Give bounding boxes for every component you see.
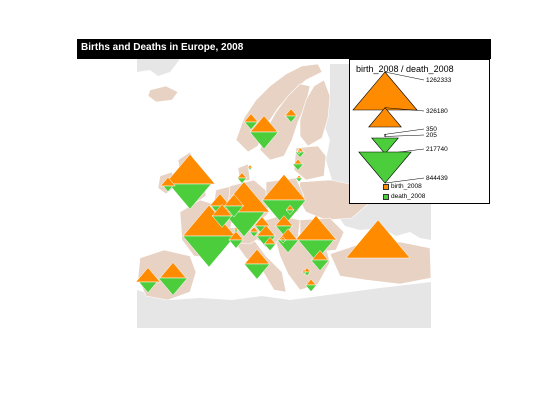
legend: birth_2008 / death_2008 1262333 326180 3… — [349, 59, 490, 204]
legend-symbol-1 — [368, 107, 402, 128]
death-symbol-18 — [310, 259, 330, 272]
legend-leader-1 — [384, 107, 425, 112]
death-symbol-31 — [249, 231, 259, 238]
death-symbol-27 — [279, 239, 287, 244]
symbol-layer — [135, 108, 411, 296]
death-symbol-0 — [168, 183, 212, 210]
death-symbol-6 — [157, 277, 189, 296]
death-symbol-12 — [228, 239, 244, 249]
map-title: Births and Deaths in Europe, 2008 — [81, 42, 244, 53]
legend-value-844439: 844439 — [426, 175, 448, 182]
death-symbol-10 — [211, 215, 233, 228]
legend-value-205: 205 — [426, 132, 437, 139]
death-symbol-20 — [285, 115, 297, 123]
legend-value-350: 350 — [426, 126, 437, 133]
death-symbol-25 — [295, 177, 303, 183]
death-symbol-30 — [263, 243, 277, 252]
legend-key-death-label: death_2008 — [391, 193, 426, 200]
country-sweden — [259, 83, 311, 161]
birth-symbol-5 — [345, 219, 411, 259]
legend-leader-5 — [384, 177, 425, 184]
legend-symbol-2 — [383, 133, 387, 136]
death-symbol-26 — [303, 271, 311, 277]
legend-value-217740: 217740 — [426, 146, 448, 153]
death-symbol-17 — [249, 131, 279, 150]
death-symbol-19 — [304, 284, 318, 292]
legend-leader-3 — [384, 134, 425, 137]
legend-value-326180: 326180 — [426, 108, 448, 115]
death-symbol-29 — [296, 151, 302, 155]
death-symbol-7 — [138, 281, 158, 294]
death-symbol-14 — [236, 177, 248, 184]
legend-key-birth-swatch — [383, 184, 389, 190]
death-symbol-8 — [243, 263, 271, 280]
death-symbol-1 — [182, 235, 236, 268]
death-symbol-33 — [285, 209, 295, 215]
death-symbol-21 — [244, 121, 258, 130]
background-land-2 — [137, 59, 180, 76]
legend-symbol-0 — [352, 71, 418, 111]
legend-key-death-swatch — [383, 194, 389, 200]
legend-symbols — [352, 71, 425, 184]
legend-symbol-5 — [358, 151, 412, 184]
death-symbol-28 — [301, 271, 307, 275]
death-symbol-23 — [292, 163, 304, 171]
legend-key-birth-label: birth_2008 — [391, 183, 422, 190]
legend-symbol-4 — [371, 137, 399, 155]
death-symbol-34 — [247, 167, 253, 171]
death-symbol-22 — [162, 185, 174, 193]
death-symbol-32 — [224, 205, 244, 218]
title-bar: Births and Deaths in Europe, 2008 — [77, 39, 491, 59]
death-symbol-4 — [297, 239, 335, 262]
death-symbol-35 — [233, 229, 239, 233]
country-finland — [299, 79, 331, 147]
legend-leader-2 — [384, 128, 425, 135]
legend-leader-0 — [384, 71, 425, 81]
death-symbol-3 — [261, 199, 307, 227]
country-iceland — [147, 85, 179, 103]
legend-title: birth_2008 / death_2008 — [356, 64, 454, 74]
legend-value-1262333: 1262333 — [426, 77, 452, 84]
background-land-1 — [137, 282, 431, 328]
death-symbol-2 — [222, 211, 266, 238]
